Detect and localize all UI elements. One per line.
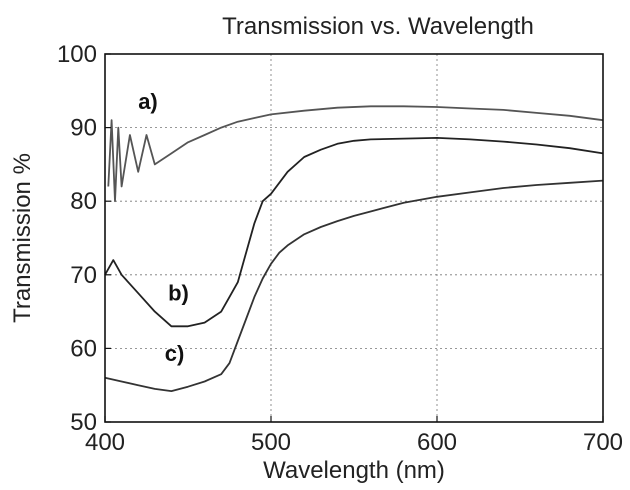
series-label-c: c) xyxy=(165,341,185,366)
series-line-b xyxy=(104,136,604,328)
y-tick-label: 80 xyxy=(70,188,97,215)
grid xyxy=(105,54,603,422)
y-tick-label: 70 xyxy=(70,262,97,289)
y-axis-label: Transmission % xyxy=(9,153,36,323)
y-tick-label: 60 xyxy=(70,335,97,362)
x-axis-label: Wavelength (nm) xyxy=(263,457,445,484)
series-label-a: a) xyxy=(138,89,158,114)
x-tick-label: 500 xyxy=(251,429,291,456)
series-line-a xyxy=(107,105,604,203)
y-tick-label: 100 xyxy=(57,41,97,68)
ticks: 400 500 600 700 50 60 70 80 90 100 xyxy=(57,41,623,456)
y-tick-label: 90 xyxy=(70,115,97,142)
series-label-b: b) xyxy=(168,281,189,306)
series-layer xyxy=(104,105,604,393)
x-tick-label: 600 xyxy=(417,429,457,456)
x-tick-label: 400 xyxy=(85,429,125,456)
series-line-c xyxy=(104,179,604,393)
series-labels: a) b) c) xyxy=(138,89,189,366)
x-tick-label: 700 xyxy=(583,429,623,456)
plot-frame xyxy=(104,53,604,423)
y-tick-label: 50 xyxy=(70,409,97,436)
chart-title: Transmission vs. Wavelength xyxy=(222,13,534,40)
